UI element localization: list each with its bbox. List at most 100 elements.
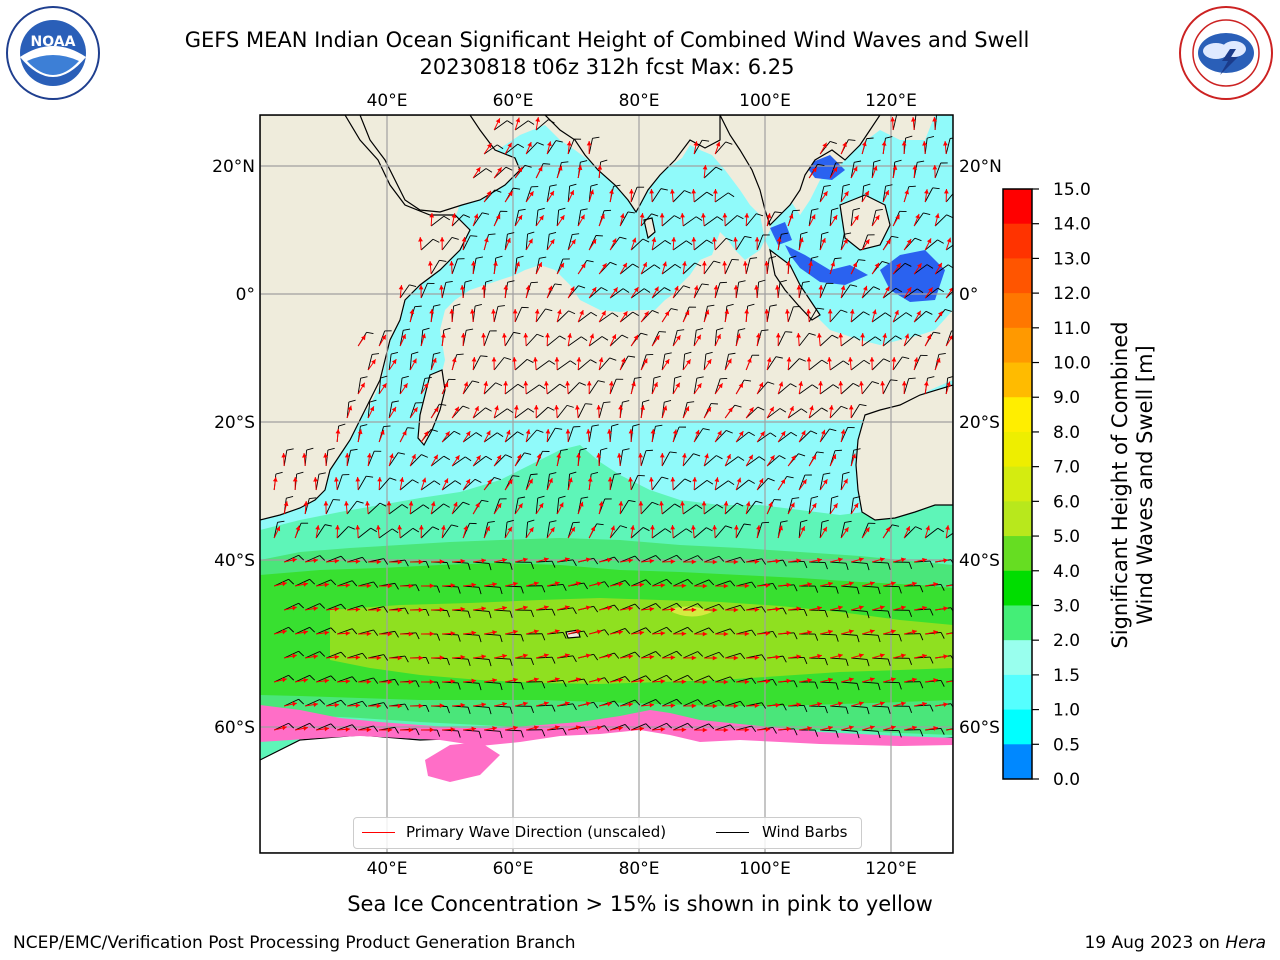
wind-barb-flag	[520, 730, 524, 738]
wave-direction-arrow	[746, 655, 760, 661]
wind-barb-shaft	[315, 579, 332, 587]
wave-direction-arrow	[818, 285, 824, 299]
wave-direction-arrow	[619, 213, 625, 227]
wave-direction-arrow	[764, 260, 770, 275]
wind-barb	[640, 449, 653, 467]
wave-arrow-head	[389, 453, 394, 459]
wind-barb-shaft	[798, 522, 802, 539]
wave-arrow-head	[418, 655, 424, 661]
wind-barb-flag	[634, 376, 642, 379]
wind-barb-flag	[585, 403, 593, 405]
wind-barb-flag	[457, 682, 461, 690]
wave-arrow-head	[577, 165, 583, 171]
wind-barb-shaft	[420, 480, 435, 491]
wave-arrow-head	[566, 141, 572, 146]
wave-direction-arrow	[712, 237, 717, 251]
wind-barb-shaft	[619, 651, 636, 659]
wave-direction-arrow	[547, 677, 560, 683]
wave-direction-arrow	[460, 332, 466, 347]
wind-barb	[588, 336, 609, 347]
wave-arrow-head	[926, 334, 932, 340]
wind-barb-shaft	[337, 628, 353, 635]
wind-barb-flag	[972, 702, 976, 708]
wind-barb-shaft	[820, 585, 837, 588]
wind-barb	[546, 520, 557, 539]
wave-arrow-head	[622, 311, 628, 317]
wind-barb-shaft	[672, 478, 686, 491]
wave-arrow-head	[523, 381, 529, 386]
wave-arrow-head	[662, 405, 668, 411]
wave-arrow-head	[429, 583, 435, 589]
wave-arrow-head	[849, 309, 855, 314]
longitude-label: 80°E	[619, 859, 660, 879]
wind-barb-shaft	[934, 162, 942, 179]
wind-barb	[893, 609, 913, 617]
wind-barb	[840, 232, 852, 251]
wind-barb-flag	[725, 237, 733, 242]
wind-barb-shaft	[724, 354, 729, 371]
wave-arrow-head	[586, 429, 591, 434]
wave-arrow-head	[611, 238, 617, 244]
wave-arrow-head	[618, 678, 623, 683]
wind-barb	[505, 681, 524, 690]
wave-arrow-head	[906, 239, 912, 245]
wind-barb	[483, 144, 504, 155]
wave-arrow-head	[796, 654, 802, 660]
wave-arrow-head	[495, 118, 501, 124]
wave-arrow-head	[502, 605, 507, 611]
wind-barb	[567, 285, 586, 299]
wave-arrow-head	[618, 501, 624, 506]
wave-arrow-head	[649, 477, 654, 482]
wind-barb-shaft	[273, 626, 289, 635]
wave-arrow-head	[713, 285, 719, 290]
land-sri-lanka	[643, 217, 656, 240]
wind-barb-flag	[560, 448, 568, 451]
wave-arrow-head	[576, 357, 582, 362]
wind-barb-flag	[624, 676, 631, 683]
wave-arrow-head	[513, 405, 519, 410]
wind-barb-flag	[518, 496, 526, 499]
wave-arrow-head	[460, 702, 466, 708]
wind-barb-shaft	[504, 332, 514, 347]
wave-arrow-head	[450, 583, 456, 588]
wind-barb-flag	[856, 635, 860, 643]
wind-barb	[672, 478, 692, 491]
wave-arrow-head	[507, 142, 512, 148]
wind-barb-shaft	[514, 359, 528, 371]
wind-barb-shaft	[367, 402, 371, 419]
wave-arrow-head	[585, 605, 591, 611]
wind-barb	[441, 236, 459, 251]
wave-arrow-head	[567, 333, 572, 338]
wind-barb-flag	[286, 448, 294, 451]
wind-barb-flag	[933, 331, 941, 334]
wave-arrow-head	[481, 606, 487, 612]
wind-barb-flag	[661, 476, 669, 480]
wave-direction-arrow	[316, 678, 330, 684]
wave-direction-arrow	[914, 605, 927, 611]
wave-direction-arrow	[609, 525, 616, 539]
wind-barb-flag	[811, 256, 819, 259]
wind-barb-shaft	[630, 579, 647, 587]
wave-arrow-head	[890, 677, 896, 683]
wind-barb	[724, 456, 745, 467]
wind-barb-flag	[348, 399, 356, 403]
wave-arrow-head	[439, 655, 445, 661]
wind-barb	[883, 585, 902, 594]
wind-barb-flag	[488, 233, 496, 236]
wind-barb-flag	[676, 698, 683, 705]
wind-barb	[325, 499, 341, 515]
wave-direction-arrow	[586, 140, 592, 155]
colorbar-tick-label: 4.0	[1053, 562, 1080, 582]
wave-direction-arrow	[451, 213, 457, 227]
wind-barb-flag	[829, 141, 837, 144]
wave-arrow-head	[411, 454, 416, 460]
wind-barb-flag	[446, 706, 450, 714]
wind-barb-shaft	[798, 474, 806, 491]
wind-barb-flag	[457, 634, 461, 642]
wind-barb-shaft	[672, 285, 684, 299]
wave-arrow-head	[313, 654, 318, 659]
wind-barb-flag	[348, 526, 355, 530]
wave-direction-arrow	[451, 501, 458, 515]
wave-direction-arrow	[735, 333, 741, 347]
wave-direction-arrow	[673, 679, 687, 685]
